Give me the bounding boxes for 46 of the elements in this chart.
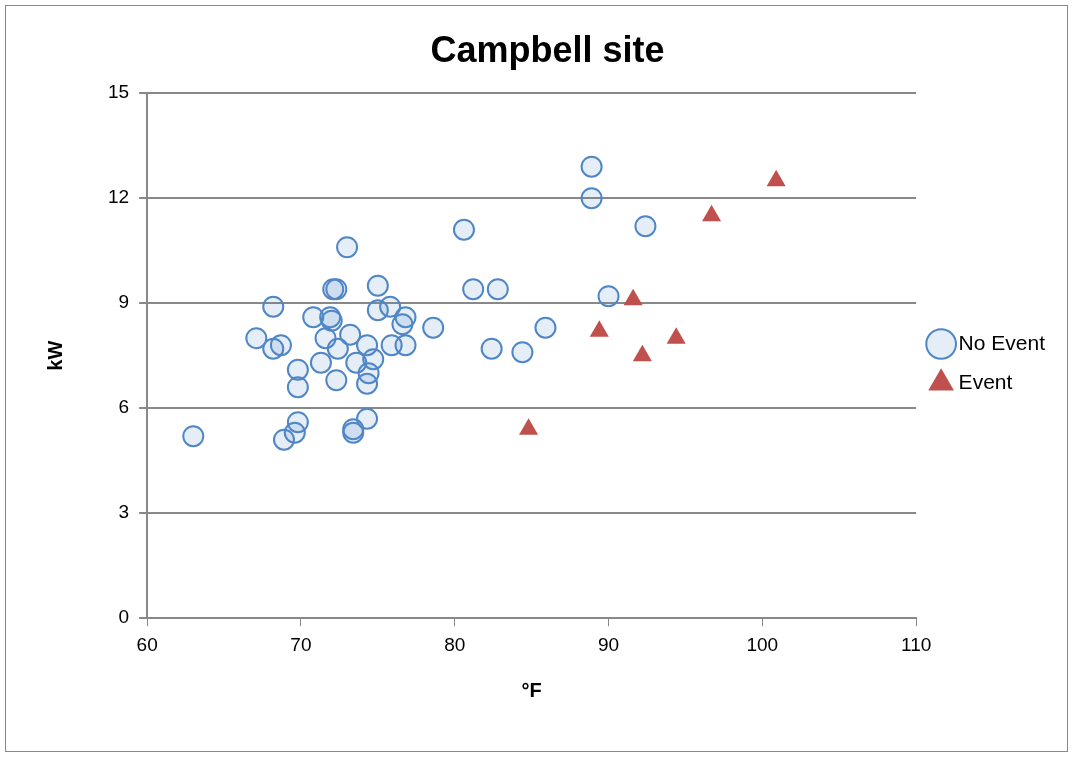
- point: [182, 425, 205, 448]
- point: [634, 215, 657, 238]
- point: [326, 337, 349, 360]
- legend-label: Event: [958, 369, 1013, 393]
- x-tick-label: 60: [136, 633, 158, 655]
- y-axis-title: kW: [43, 340, 66, 371]
- point: [580, 187, 603, 210]
- x-tick-label: 110: [900, 633, 932, 655]
- point: [339, 323, 362, 346]
- point: [325, 369, 348, 392]
- point: [534, 316, 557, 339]
- legend-label: No Event: [958, 330, 1046, 354]
- y-tick-label: 9: [118, 291, 130, 313]
- y-tick-label: 12: [107, 186, 130, 208]
- point: [394, 306, 417, 329]
- point: [356, 407, 379, 430]
- point: [245, 327, 268, 350]
- y-tick-label: 15: [107, 81, 130, 103]
- y-tick-label: 6: [118, 396, 130, 418]
- point: [362, 348, 385, 371]
- x-tick-label: 100: [746, 633, 779, 655]
- point: [511, 341, 534, 364]
- x-axis-title: °F: [521, 678, 542, 701]
- point: [286, 411, 309, 434]
- point: [336, 236, 359, 259]
- x-tick-label: 70: [290, 633, 312, 655]
- point: [379, 295, 402, 318]
- point: [286, 376, 309, 399]
- y-tick-label: 0: [118, 606, 130, 628]
- point: [480, 337, 503, 360]
- chart-title: Campbell site: [430, 28, 665, 70]
- point: [309, 351, 332, 374]
- point: [580, 155, 603, 178]
- point: [486, 278, 509, 301]
- point: [286, 358, 309, 381]
- point: [462, 278, 485, 301]
- point: [597, 285, 620, 308]
- point: [452, 218, 475, 241]
- point: [269, 334, 292, 357]
- x-tick-label: 90: [597, 633, 620, 655]
- point: [366, 274, 389, 297]
- x-tick-label: 80: [444, 633, 466, 655]
- point: [262, 295, 285, 318]
- point: [394, 334, 417, 357]
- point: [422, 316, 445, 339]
- y-tick-label: 3: [118, 501, 130, 523]
